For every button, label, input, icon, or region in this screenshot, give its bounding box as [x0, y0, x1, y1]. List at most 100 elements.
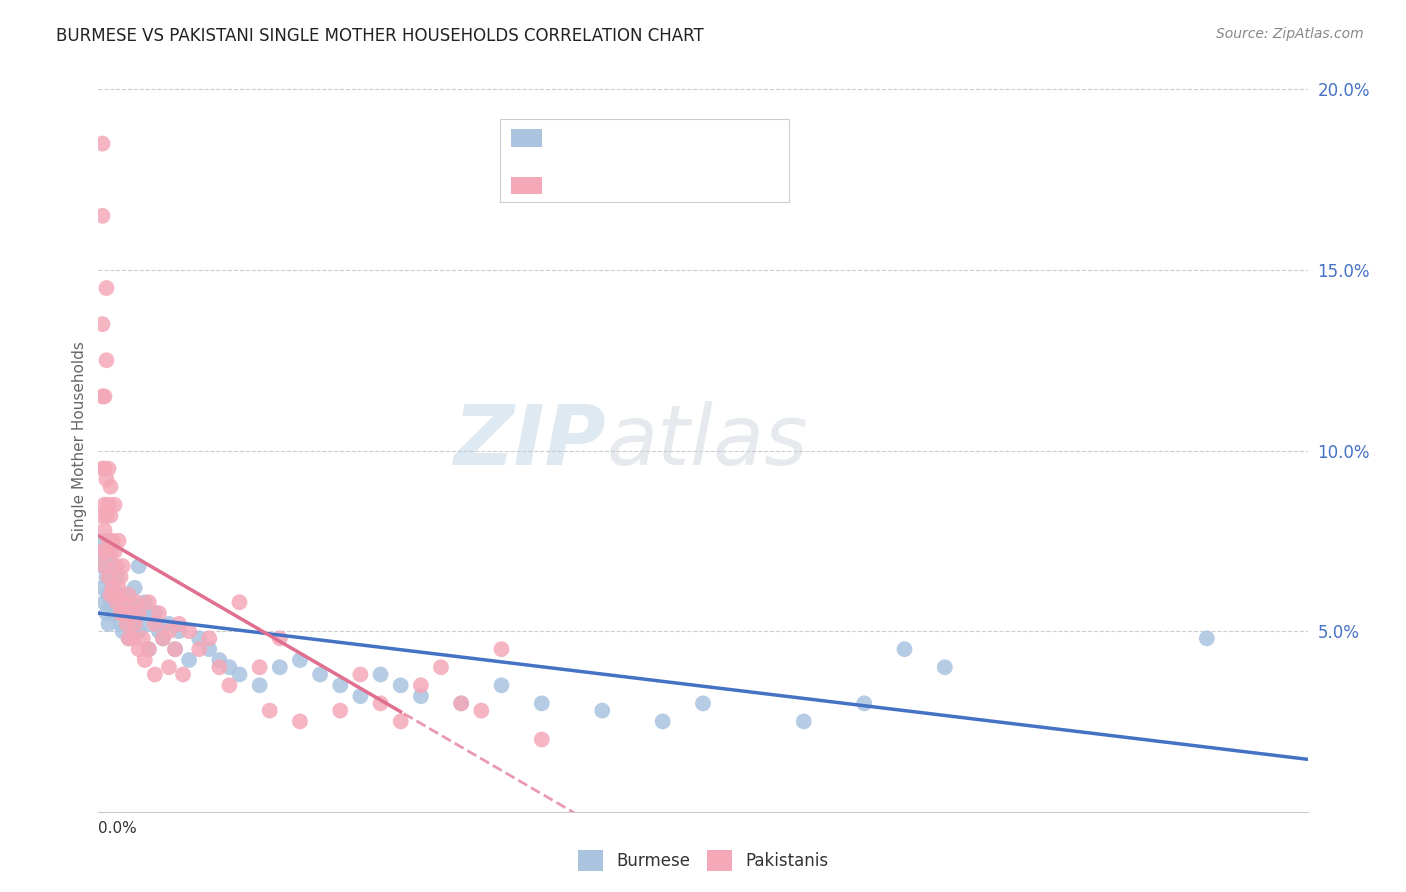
Point — [101, 533, 124, 548]
Point — [96, 544, 118, 558]
Point — [152, 632, 174, 646]
Point — [430, 660, 453, 674]
Point — [118, 632, 141, 646]
Point — [91, 209, 114, 223]
Point — [110, 570, 132, 584]
Point — [409, 689, 432, 703]
Point — [96, 570, 118, 584]
Point — [157, 660, 180, 674]
Point — [91, 461, 114, 475]
Point — [96, 473, 118, 487]
Point — [118, 632, 141, 646]
Point — [934, 660, 956, 674]
Point — [138, 595, 160, 609]
Point — [124, 616, 146, 631]
Point — [409, 678, 432, 692]
Point — [103, 544, 125, 558]
Point — [138, 642, 160, 657]
Point — [100, 588, 122, 602]
Point — [491, 642, 513, 657]
Point — [121, 624, 143, 639]
Point — [143, 667, 166, 681]
Point — [249, 678, 271, 692]
Point — [110, 606, 132, 620]
Point — [114, 595, 136, 609]
Point — [89, 544, 111, 558]
Point — [105, 559, 128, 574]
Point — [93, 595, 115, 609]
Point — [370, 667, 392, 681]
Point — [128, 624, 150, 639]
Point — [530, 697, 553, 711]
Point — [692, 697, 714, 711]
Point — [259, 704, 281, 718]
Point — [134, 595, 156, 609]
Point — [132, 632, 155, 646]
Point — [93, 533, 115, 548]
Point — [269, 632, 291, 646]
Point — [100, 508, 122, 523]
Point — [111, 606, 134, 620]
Point — [893, 642, 915, 657]
Text: R =: R = — [551, 128, 586, 142]
Point — [450, 697, 472, 711]
Point — [349, 667, 371, 681]
Point — [179, 653, 201, 667]
Point — [198, 642, 221, 657]
Point — [125, 595, 148, 609]
Point — [167, 624, 190, 639]
Point — [651, 714, 673, 729]
Point — [349, 689, 371, 703]
Point — [91, 317, 114, 331]
Point — [249, 660, 271, 674]
Point — [591, 704, 613, 718]
Text: 0.0%: 0.0% — [98, 821, 138, 836]
Point — [329, 704, 352, 718]
Point — [163, 642, 186, 657]
Text: 81: 81 — [695, 172, 714, 190]
Point — [103, 498, 125, 512]
Point — [91, 136, 114, 151]
Point — [288, 653, 311, 667]
Point — [111, 624, 134, 639]
Point — [143, 606, 166, 620]
Point — [228, 667, 250, 681]
Point — [105, 595, 128, 609]
Point — [97, 533, 120, 548]
Point — [96, 606, 118, 620]
Point — [107, 533, 129, 548]
Point — [101, 581, 124, 595]
Point — [853, 697, 876, 711]
Point — [269, 660, 291, 674]
Point — [128, 559, 150, 574]
Point — [89, 508, 111, 523]
Point — [97, 498, 120, 512]
Point — [120, 595, 142, 609]
Text: -0.337: -0.337 — [593, 128, 652, 145]
Point — [148, 606, 170, 620]
Point — [91, 559, 114, 574]
Point — [101, 581, 124, 595]
Point — [100, 544, 122, 558]
Point — [288, 714, 311, 729]
Point — [148, 624, 170, 639]
Point — [110, 595, 132, 609]
Point — [97, 616, 120, 631]
Point — [218, 678, 240, 692]
Point — [111, 606, 134, 620]
Point — [118, 606, 141, 620]
Point — [115, 616, 138, 631]
Point — [143, 616, 166, 631]
Point — [793, 714, 815, 729]
Point — [100, 570, 122, 584]
Point — [105, 595, 128, 609]
Point — [107, 588, 129, 602]
Point — [107, 581, 129, 595]
Point — [100, 595, 122, 609]
Point — [121, 632, 143, 646]
Point — [93, 389, 115, 403]
Point — [208, 653, 231, 667]
Text: 70: 70 — [695, 128, 714, 145]
Point — [111, 559, 134, 574]
Point — [101, 606, 124, 620]
